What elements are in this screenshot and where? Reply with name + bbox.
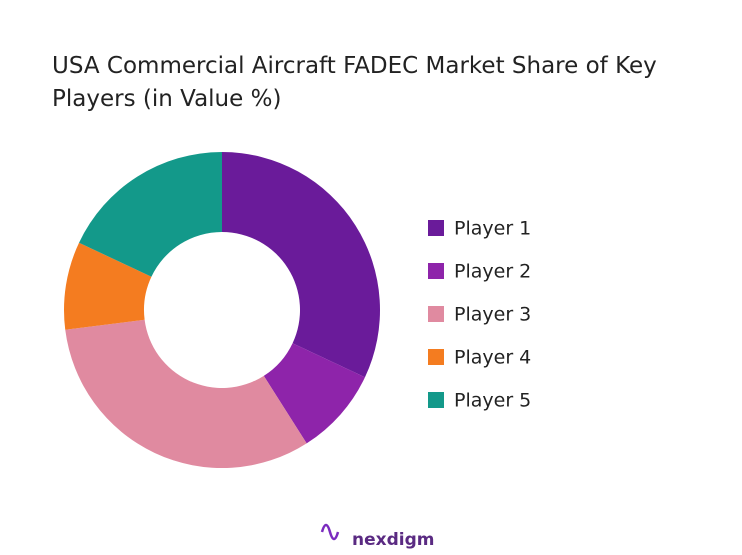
donut-slice: [64, 242, 152, 330]
legend-label: Player 1: [454, 218, 531, 240]
donut-slice: [79, 152, 222, 277]
legend-swatch: [428, 220, 444, 236]
legend-label: Player 3: [454, 304, 531, 326]
donut-slice: [263, 343, 365, 444]
legend-swatch: [428, 306, 444, 322]
legend-label: Player 2: [454, 261, 531, 283]
legend-swatch: [428, 392, 444, 408]
legend-swatch: [428, 349, 444, 365]
brand-logo: [320, 523, 340, 541]
donut-slice: [65, 319, 307, 468]
donut-slice: [222, 152, 381, 378]
legend-label: Player 4: [454, 347, 531, 369]
chart-title: USA Commercial Aircraft FADEC Market Sha…: [52, 53, 657, 112]
brand-name: nexdigm: [352, 530, 434, 550]
legend-label: Player 5: [454, 390, 531, 412]
legend-swatch: [428, 263, 444, 279]
